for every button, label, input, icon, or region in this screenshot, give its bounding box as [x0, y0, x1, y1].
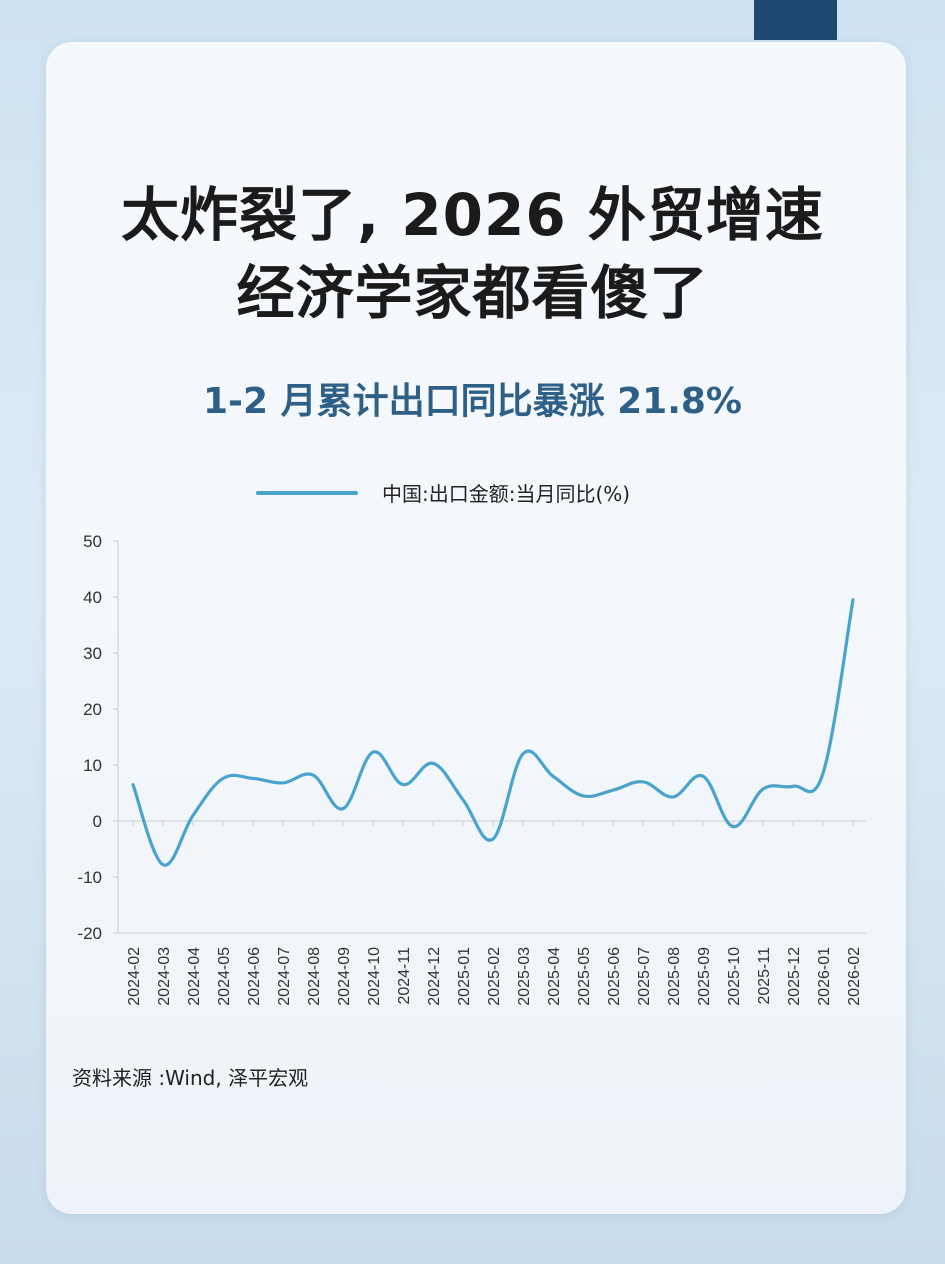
y-tick-label: 40: [83, 588, 102, 607]
x-tick-label: 2025-12: [786, 947, 803, 1006]
data-point: [312, 774, 315, 777]
x-tick-label: 2025-04: [546, 947, 563, 1006]
x-tick-label: 2025-08: [666, 947, 683, 1006]
y-tick-label: 20: [83, 700, 102, 719]
data-point: [552, 775, 555, 778]
x-tick-label: 2024-11: [396, 947, 413, 1005]
data-point: [852, 598, 855, 601]
title-line-1: 太炸裂了, 2026 外贸增速: [121, 181, 824, 249]
x-tick-label: 2024-03: [156, 947, 173, 1006]
data-point: [462, 798, 465, 801]
y-tick-label: -10: [77, 868, 102, 887]
x-tick-label: 2026-02: [846, 947, 863, 1006]
data-point: [432, 762, 435, 765]
data-point: [222, 777, 225, 780]
data-point: [402, 783, 405, 786]
data-point: [192, 814, 195, 817]
legend-line-swatch: [256, 490, 358, 495]
x-tick-label: 2025-03: [516, 947, 533, 1006]
data-point: [342, 807, 345, 810]
x-tick-label: 2025-01: [456, 947, 473, 1006]
y-tick-label: 50: [83, 532, 102, 551]
y-tick-label: 10: [83, 756, 102, 775]
x-tick-label: 2025-05: [576, 947, 593, 1006]
data-point: [162, 863, 165, 866]
x-tick-label: 2024-06: [246, 947, 263, 1006]
title-line-2: 经济学家都看傻了: [236, 259, 709, 327]
x-tick-label: 2024-08: [306, 947, 323, 1006]
data-point: [792, 785, 795, 788]
x-tick-label: 2024-10: [366, 947, 383, 1006]
data-point: [762, 788, 765, 791]
x-tick-label: 2025-06: [606, 947, 623, 1006]
data-point: [252, 777, 255, 780]
y-tick-label: -20: [77, 924, 102, 943]
data-point: [822, 772, 825, 775]
data-point: [612, 789, 615, 792]
data-point: [582, 794, 585, 797]
x-tick-label: 2024-04: [186, 947, 203, 1006]
source-note: 资料来源 :Wind, 泽平宏观: [72, 1066, 309, 1090]
x-tick-label: 2024-09: [336, 947, 353, 1006]
x-tick-label: 2025-11: [756, 947, 773, 1005]
x-tick-label: 2024-02: [126, 947, 143, 1006]
data-point: [132, 783, 135, 786]
y-tick-label: 0: [93, 812, 102, 831]
line-chart: -20 -10 0 10 20 30 40 50 2024-02 2024-03 2024-04 20…: [77, 532, 866, 1006]
series-line-export-yoy: [131, 598, 855, 867]
data-point: [492, 837, 495, 840]
data-point: [282, 781, 285, 784]
corner-accent-tab: [754, 0, 837, 40]
x-tick-label: 2025-09: [696, 947, 713, 1006]
data-point: [642, 780, 645, 783]
x-tick-label: 2026-01: [816, 947, 833, 1006]
x-tick-label: 2025-10: [726, 947, 743, 1006]
data-point: [702, 775, 705, 778]
data-point: [672, 795, 675, 798]
subtitle: 1-2 月累计出口同比暴涨 21.8%: [203, 381, 742, 422]
chart-legend: 中国:出口金额:当月同比(%): [256, 478, 630, 507]
data-point: [522, 752, 525, 755]
x-tick-label: 2024-07: [276, 947, 293, 1006]
data-point: [372, 751, 375, 754]
x-tick-label: 2025-02: [486, 947, 503, 1006]
legend-label: 中国:出口金额:当月同比(%): [382, 482, 631, 506]
y-tick-label: 30: [83, 644, 102, 663]
content-card: [46, 42, 906, 1214]
x-tick-label: 2024-05: [216, 947, 233, 1006]
data-point: [732, 825, 735, 828]
x-tick-label: 2024-12: [426, 947, 443, 1006]
x-tick-label: 2025-07: [636, 947, 653, 1006]
